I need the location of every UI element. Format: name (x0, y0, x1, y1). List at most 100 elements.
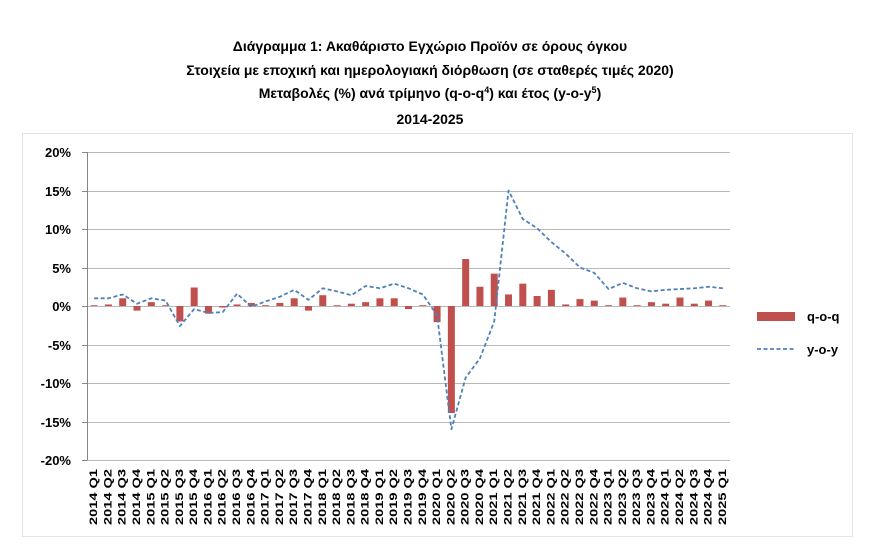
y-tick-label: -10% (41, 376, 72, 391)
x-tick-label: 2020 Q4 (474, 468, 486, 525)
subtitle-text-a: Μεταβολές (%) ανά τρίμηνο (q-o-q (258, 85, 485, 101)
x-tick-label: 2020 Q1 (431, 469, 443, 525)
bars-q-o-q (90, 259, 727, 414)
x-tick-label: 2020 Q2 (445, 469, 457, 525)
x-tick-label: 2014 Q4 (131, 468, 143, 525)
x-tick-label: 2017 Q2 (274, 469, 286, 525)
bar-q-o-q (390, 298, 398, 306)
bar-q-o-q (219, 306, 227, 308)
x-tick-label: 2016 Q1 (202, 469, 214, 525)
bar-q-o-q (547, 289, 555, 306)
y-tick-label: 5% (52, 261, 71, 276)
bar-q-o-q (376, 298, 384, 306)
x-tick-label: 2018 Q3 (345, 469, 357, 525)
bar-q-o-q (233, 304, 241, 306)
bar-q-o-q (133, 306, 141, 311)
x-tick-label: 2024 Q3 (688, 469, 700, 525)
bar-q-o-q (462, 259, 470, 306)
x-tick-label: 2019 Q2 (388, 469, 400, 525)
x-tick-label: 2016 Q3 (231, 469, 243, 525)
bar-q-o-q (662, 303, 670, 306)
y-axis: 20% 15% 10% 5% 0% -5% -10% -15% -20% (41, 145, 88, 468)
x-tick-label: 2023 Q4 (645, 468, 657, 525)
bar-q-o-q (104, 304, 112, 306)
bar-q-o-q (719, 305, 727, 306)
bar-q-o-q (262, 305, 270, 306)
chart-area-border (22, 133, 853, 537)
x-tick-label: 2024 Q4 (703, 468, 715, 525)
x-tick-label: 2023 Q3 (631, 469, 643, 525)
x-tick-label: 2023 Q1 (603, 469, 615, 525)
chart-title: Διάγραμμα 1: Ακαθάριστο Εγχώριο Προϊόν σ… (232, 38, 628, 54)
subtitle-text-b: ) και έτος (y-o-y (489, 85, 592, 101)
bar-q-o-q (676, 297, 684, 306)
bar-q-o-q (90, 305, 98, 306)
x-tick-label: 2021 Q3 (517, 469, 529, 525)
bar-q-o-q (362, 302, 370, 306)
y-tick-label: -15% (41, 415, 72, 430)
bar-q-o-q (333, 305, 341, 306)
x-tick-label: 2014 Q1 (88, 469, 100, 525)
x-tick-label: 2022 Q1 (545, 469, 557, 525)
x-tick-label: 2015 Q3 (174, 469, 186, 525)
footnote-mark-4: 4 (484, 85, 490, 95)
bar-q-o-q (533, 295, 541, 306)
x-tick-label: 2024 Q1 (660, 469, 672, 525)
x-tick-label: 2021 Q4 (531, 468, 543, 525)
chart-subtitle: Στοιχεία με εποχική και ημερολογιακή διό… (186, 61, 674, 78)
x-tick-label: 2025 Q1 (717, 469, 729, 525)
x-tick-label: 2023 Q2 (617, 469, 629, 525)
x-tick-label: 2017 Q3 (288, 469, 300, 525)
bar-q-o-q (176, 306, 184, 322)
bar-q-o-q (476, 286, 484, 306)
subtitle-text-c: ) (596, 85, 602, 101)
y-tick-label: -20% (41, 453, 72, 468)
x-axis: 2014 Q1 2014 Q2 2014 Q3 2014 Q4 2015 Q1 2015 … (88, 468, 729, 525)
bar-q-o-q (519, 283, 527, 306)
bar-q-o-q (347, 303, 355, 306)
x-tick-label: 2020 Q3 (460, 469, 472, 525)
legend-swatch-q-o-q (757, 312, 795, 321)
x-tick-label: 2015 Q2 (160, 469, 172, 525)
y-tick-label: 0% (52, 299, 71, 314)
y-tick-label: 15% (45, 184, 71, 199)
bar-q-o-q (304, 306, 312, 311)
x-tick-label: 2016 Q4 (245, 468, 257, 525)
bar-q-o-q (162, 305, 170, 306)
bar-q-o-q (490, 273, 498, 306)
x-tick-label: 2021 Q1 (488, 469, 500, 525)
x-tick-label: 2015 Q4 (188, 468, 200, 525)
x-tick-label: 2022 Q4 (588, 468, 600, 525)
bar-q-o-q (690, 303, 698, 306)
bar-q-o-q (147, 302, 155, 306)
x-tick-label: 2018 Q1 (317, 469, 329, 525)
bar-q-o-q (419, 305, 427, 306)
legend-label-y-o-y: y-o-y (807, 342, 839, 357)
chart-title-block: Διάγραμμα 1: Ακαθάριστο Εγχώριο Προϊόν σ… (0, 35, 860, 131)
x-tick-label: 2021 Q2 (503, 469, 515, 525)
bar-q-o-q (447, 306, 455, 414)
legend-label-q-o-q: q-o-q (807, 309, 840, 324)
y-tick-label: 20% (45, 145, 71, 160)
bar-q-o-q (619, 297, 627, 306)
x-tick-label: 2022 Q3 (574, 469, 586, 525)
x-tick-label: 2024 Q2 (674, 469, 686, 525)
x-tick-label: 2019 Q3 (403, 469, 415, 525)
bar-q-o-q (405, 306, 412, 310)
x-tick-label: 2014 Q3 (117, 469, 129, 525)
x-tick-label: 2022 Q2 (560, 469, 572, 525)
bar-q-o-q (119, 298, 127, 306)
x-tick-label: 2018 Q2 (331, 469, 343, 525)
bar-q-o-q (204, 306, 212, 314)
x-tick-label: 2018 Q4 (360, 468, 372, 525)
bar-q-o-q (290, 298, 298, 306)
footnote-mark-5: 5 (591, 85, 597, 95)
chart-period: 2014-2025 (396, 110, 464, 127)
bar-q-o-q (647, 302, 655, 306)
x-tick-label: 2017 Q1 (260, 469, 272, 525)
bar-q-o-q (605, 305, 613, 306)
y-tick-label: 10% (45, 222, 71, 237)
y-tick-label: -5% (48, 338, 72, 353)
bar-q-o-q (633, 305, 641, 306)
